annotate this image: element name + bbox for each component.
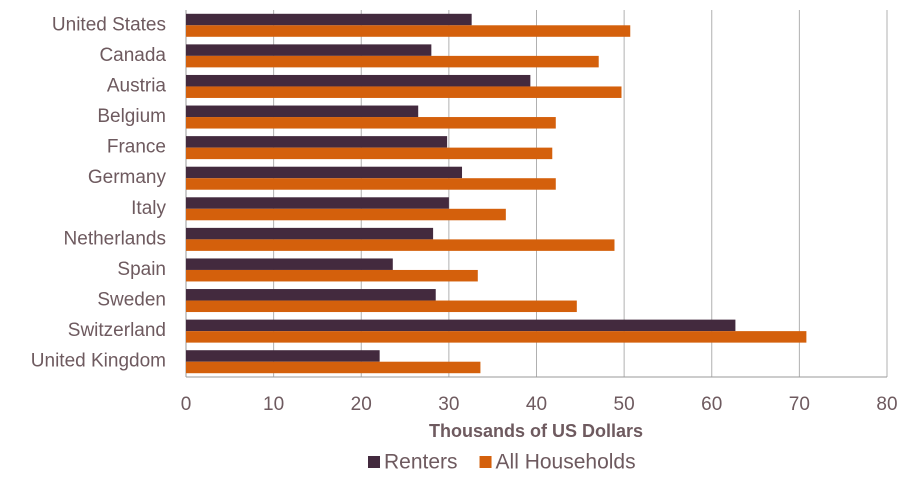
y-tick-label: Netherlands: [64, 228, 166, 249]
legend-label: Renters: [384, 451, 458, 474]
x-tick-label: 20: [351, 394, 372, 415]
x-tick-label: 10: [263, 394, 284, 415]
bar: [186, 208, 506, 221]
bar: [186, 197, 449, 209]
bar: [186, 117, 556, 129]
bar: [186, 166, 463, 179]
y-tick-label: Spain: [117, 259, 166, 280]
bar: [186, 361, 481, 374]
x-tick-label: 80: [876, 394, 897, 415]
x-tick-label: 50: [614, 394, 635, 415]
bar: [186, 136, 448, 148]
bar: [186, 239, 615, 251]
y-tick-label: Italy: [131, 198, 166, 219]
y-tick-label: Austria: [107, 75, 167, 96]
y-tick-label: United States: [52, 14, 166, 35]
bar: [186, 300, 577, 313]
y-tick-label: Sweden: [97, 290, 166, 311]
x-tick-label: 40: [526, 394, 547, 415]
y-tick-label: Switzerland: [68, 320, 166, 341]
y-tick-label: Germany: [88, 167, 167, 188]
bar: [186, 227, 434, 240]
bar: [186, 350, 380, 362]
y-tick-label: Belgium: [97, 106, 166, 127]
bar: [186, 44, 432, 56]
bar: [186, 178, 556, 190]
bar: [186, 105, 419, 118]
x-tick-label: 60: [701, 394, 722, 415]
bar: [186, 269, 478, 282]
bar: [186, 147, 553, 160]
bar: [186, 86, 622, 98]
legend-swatch: [479, 456, 492, 468]
x-tick-label: 0: [181, 394, 192, 415]
bar: [186, 55, 599, 68]
x-axis-title: Thousands of US Dollars: [429, 421, 643, 441]
bar: [186, 289, 436, 301]
y-tick-label: France: [107, 137, 166, 158]
bar: [186, 25, 631, 37]
legend-label: All Households: [496, 451, 636, 474]
bar: [186, 13, 472, 26]
y-tick-label: United Kingdom: [31, 351, 166, 372]
bar: [186, 258, 393, 270]
bar: [186, 331, 807, 343]
bar: [186, 319, 736, 332]
bar: [186, 74, 531, 87]
y-tick-label: Canada: [99, 45, 166, 66]
legend-swatch: [368, 456, 380, 468]
x-tick-label: 70: [789, 394, 810, 415]
x-tick-label: 30: [438, 394, 459, 415]
